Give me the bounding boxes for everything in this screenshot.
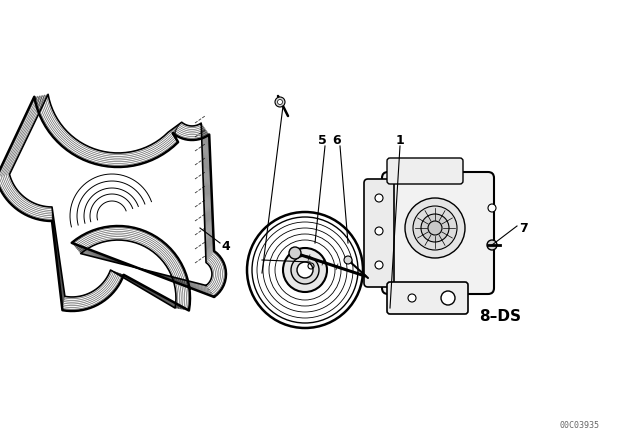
Text: 5: 5	[317, 134, 326, 146]
Circle shape	[275, 97, 285, 107]
Circle shape	[408, 294, 416, 302]
Circle shape	[405, 198, 465, 258]
Circle shape	[245, 210, 365, 330]
Text: 6: 6	[333, 134, 341, 146]
Text: 4: 4	[221, 240, 230, 253]
Circle shape	[283, 248, 327, 292]
Text: 3: 3	[252, 267, 260, 280]
Circle shape	[421, 214, 449, 242]
Circle shape	[487, 240, 497, 250]
Circle shape	[291, 256, 319, 284]
Circle shape	[413, 206, 457, 250]
FancyBboxPatch shape	[364, 179, 394, 287]
Circle shape	[375, 227, 383, 235]
Text: 8–DS: 8–DS	[479, 309, 521, 323]
Circle shape	[297, 262, 313, 278]
Text: 00C03935: 00C03935	[560, 421, 600, 430]
Circle shape	[375, 194, 383, 202]
Circle shape	[375, 261, 383, 269]
Text: 2: 2	[252, 254, 260, 267]
Circle shape	[441, 291, 455, 305]
FancyBboxPatch shape	[387, 158, 463, 184]
Text: 7: 7	[520, 221, 529, 234]
Circle shape	[278, 99, 282, 104]
FancyBboxPatch shape	[387, 282, 468, 314]
FancyBboxPatch shape	[382, 172, 494, 294]
Circle shape	[289, 247, 301, 259]
Circle shape	[428, 221, 442, 235]
FancyBboxPatch shape	[374, 163, 506, 303]
Circle shape	[488, 204, 496, 212]
Circle shape	[344, 256, 352, 264]
Text: 1: 1	[396, 134, 404, 146]
